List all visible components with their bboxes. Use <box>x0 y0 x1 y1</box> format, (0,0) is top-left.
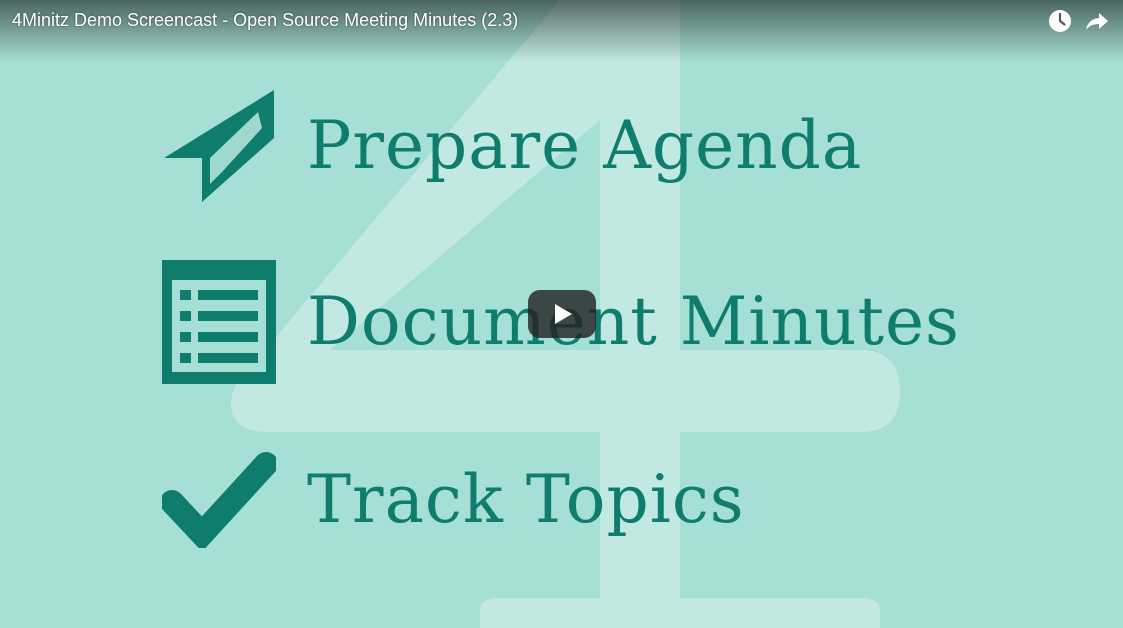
feature-label-document-minutes: Document Minutes <box>307 283 960 360</box>
clock-icon[interactable] <box>1048 9 1072 33</box>
feature-label-prepare-agenda: Prepare Agenda <box>307 107 863 184</box>
feature-prepare-agenda: Prepare Agenda <box>0 88 1123 206</box>
paper-plane-icon <box>164 90 274 202</box>
list-document-icon <box>162 260 276 384</box>
feature-document-minutes: Document Minutes <box>0 260 1123 386</box>
play-button[interactable] <box>528 290 596 338</box>
play-icon <box>555 304 572 324</box>
video-title[interactable]: 4Minitz Demo Screencast - Open Source Me… <box>12 10 519 30</box>
share-arrow-icon[interactable] <box>1085 9 1109 33</box>
feature-track-topics: Track Topics <box>0 450 1123 550</box>
feature-label-track-topics: Track Topics <box>307 461 745 538</box>
top-overlay-bar <box>0 0 1123 62</box>
checkmark-icon <box>162 452 276 548</box>
